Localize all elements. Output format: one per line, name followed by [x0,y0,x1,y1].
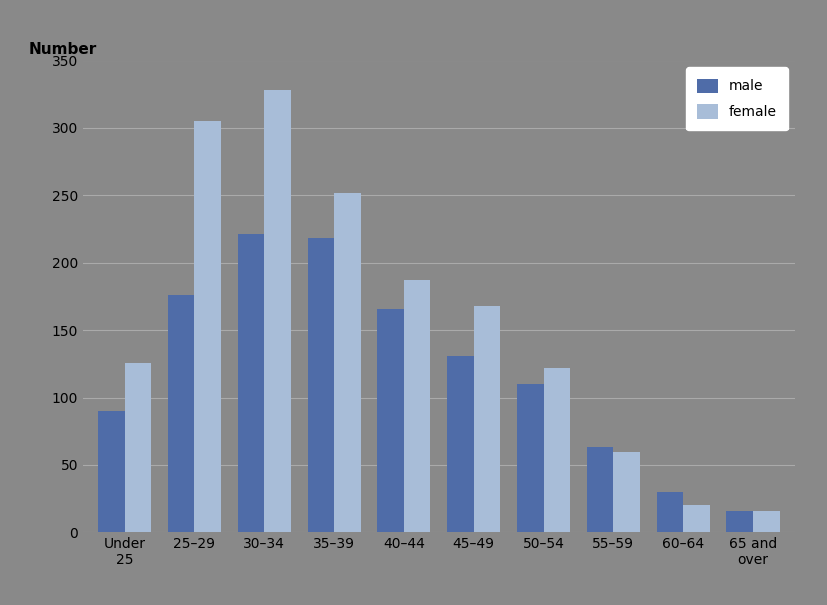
Text: Number: Number [29,42,97,57]
Bar [307,238,334,532]
Bar [656,492,682,532]
Bar [682,505,709,532]
Bar [377,309,404,532]
Bar [752,511,778,532]
Bar [125,362,151,532]
Bar [98,411,125,532]
Bar [586,448,613,532]
Bar [404,280,430,532]
Bar [334,192,361,532]
Legend: male, female: male, female [685,67,787,131]
Bar [168,295,194,532]
Bar [473,306,500,532]
Bar [516,384,543,532]
Bar [447,356,473,532]
Bar [725,511,752,532]
Bar [613,451,639,532]
Bar [543,368,570,532]
Bar [237,234,264,532]
Bar [264,90,290,532]
Bar [194,121,221,532]
